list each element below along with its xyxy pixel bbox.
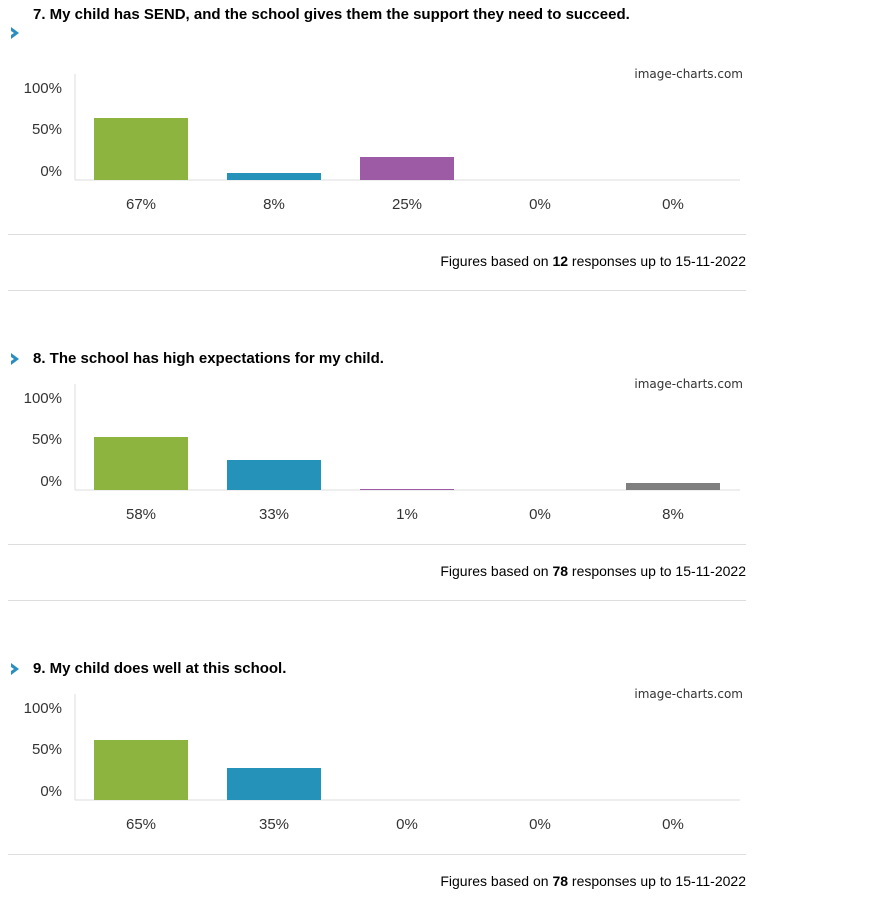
bar — [94, 740, 188, 800]
question-8: 8. The school has high expectations for … — [0, 310, 878, 601]
question-7: 7. My child has SEND, and the school giv… — [0, 0, 878, 291]
x-tick-label: 0% — [662, 816, 684, 833]
x-tick-label: 0% — [529, 196, 551, 213]
divider — [8, 544, 746, 545]
bar — [227, 768, 321, 800]
chart-credit: image-charts.com — [634, 68, 743, 81]
x-tick-label: 35% — [259, 816, 289, 833]
bar — [360, 157, 454, 180]
divider — [8, 234, 746, 235]
chevron-right-icon — [11, 663, 19, 675]
x-tick-label: 1% — [396, 506, 418, 523]
chart-credit: image-charts.com — [634, 688, 743, 701]
chevron-right-icon — [11, 353, 19, 365]
footer-prefix: Figures based on — [440, 873, 549, 889]
divider — [8, 854, 746, 855]
y-tick-label: 100% — [24, 700, 62, 717]
x-tick-label: 0% — [529, 816, 551, 833]
bar — [227, 173, 321, 180]
footer-prefix: Figures based on — [440, 563, 549, 579]
response-count: 78 — [552, 563, 569, 579]
x-tick-label: 65% — [126, 816, 156, 833]
question-title: 8. The school has high expectations for … — [33, 350, 384, 367]
x-tick-label: 58% — [126, 506, 156, 523]
footer-suffix: responses up to 15-11-2022 — [571, 873, 746, 889]
bar-chart: 100% 50% 0% image-charts.com 67% 8% 25% 0% 0% — [24, 68, 743, 213]
bar-chart: 100% 50% 0% image-charts.com 58% 33% 1% 0% 8% — [24, 378, 743, 523]
responses-footer: Figures based on 12 responses up to 15-1… — [440, 253, 746, 269]
x-tick-label: 0% — [529, 506, 551, 523]
chart-credit: image-charts.com — [634, 378, 743, 391]
chevron-right-icon — [11, 27, 19, 39]
y-tick-label: 0% — [40, 163, 62, 180]
response-count: 78 — [552, 873, 569, 889]
bar-chart: 100% 50% 0% image-charts.com 65% 35% 0% 0% 0% — [24, 688, 743, 833]
responses-footer: Figures based on 78 responses up to 15-1… — [440, 563, 746, 579]
x-tick-label: 33% — [259, 506, 289, 523]
question-9: 9. My child does well at this school. 10… — [0, 620, 878, 910]
y-tick-label: 50% — [32, 121, 62, 138]
divider — [8, 290, 746, 291]
x-tick-label: 0% — [396, 816, 418, 833]
x-tick-label: 0% — [662, 196, 684, 213]
footer-prefix: Figures based on — [440, 253, 549, 269]
y-tick-label: 0% — [40, 473, 62, 490]
x-tick-label: 25% — [392, 196, 422, 213]
y-tick-label: 100% — [24, 390, 62, 407]
y-tick-label: 0% — [40, 783, 62, 800]
response-count: 12 — [552, 253, 569, 269]
x-tick-label: 8% — [263, 196, 285, 213]
bar — [94, 437, 188, 490]
footer-suffix: responses up to 15-11-2022 — [571, 253, 746, 269]
bar — [94, 118, 188, 180]
footer-suffix: responses up to 15-11-2022 — [571, 563, 746, 579]
y-tick-label: 100% — [24, 80, 62, 97]
x-tick-label: 8% — [662, 506, 684, 523]
x-tick-label: 67% — [126, 196, 156, 213]
responses-footer: Figures based on 78 responses up to 15-1… — [440, 873, 746, 889]
bar — [626, 483, 720, 490]
question-title: 7. My child has SEND, and the school giv… — [33, 6, 630, 23]
divider — [8, 600, 746, 601]
question-title: 9. My child does well at this school. — [33, 660, 287, 677]
y-tick-label: 50% — [32, 741, 62, 758]
bar — [360, 489, 454, 490]
bar — [227, 460, 321, 490]
y-tick-label: 50% — [32, 431, 62, 448]
